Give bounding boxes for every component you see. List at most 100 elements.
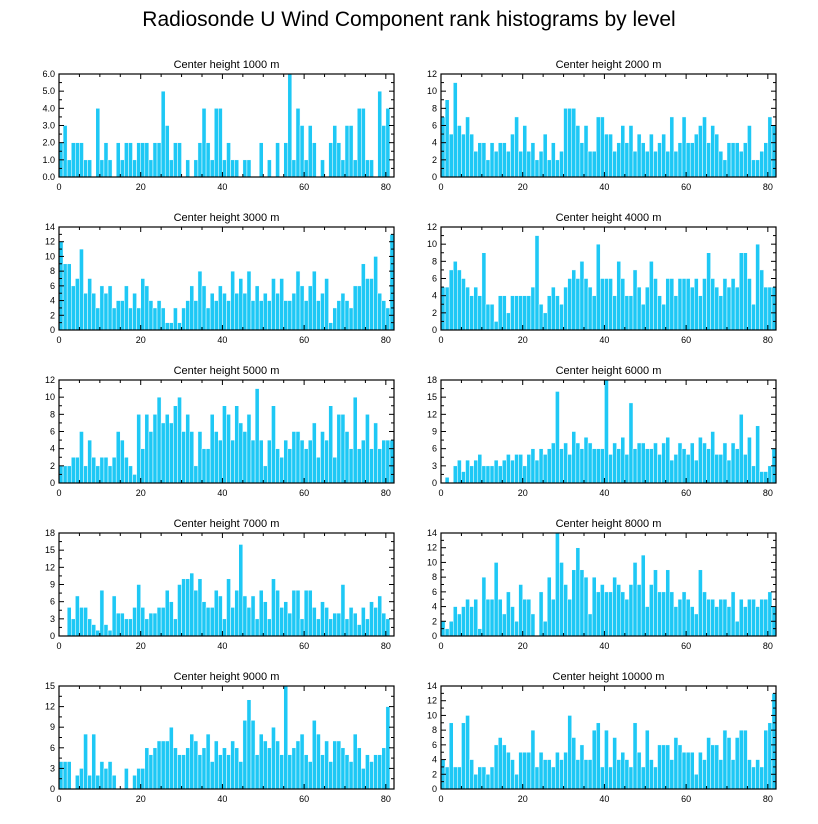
bar (481, 142, 487, 178)
bar (295, 270, 301, 331)
y-tick-label: 4 (50, 296, 55, 306)
bar (669, 591, 675, 637)
bar (689, 606, 695, 637)
bar (632, 151, 638, 178)
bar (453, 261, 458, 331)
bar (583, 436, 589, 484)
x-tick-label: 0 (438, 488, 443, 498)
bar (722, 598, 728, 637)
bar (291, 589, 297, 637)
bar (99, 285, 105, 331)
x-tick-label: 40 (217, 794, 227, 804)
bar (620, 591, 626, 637)
bar (698, 436, 703, 484)
bar (279, 278, 284, 331)
bar (169, 159, 174, 178)
bar (665, 569, 671, 637)
bar (164, 589, 170, 637)
bar (115, 142, 121, 178)
histogram-panel-3: Center height 3000 m 0 20 40 60 80 0 2 4 6 8 10 12 14 (45, 212, 395, 345)
bar (714, 133, 720, 178)
bar (653, 442, 658, 484)
bar (538, 151, 544, 178)
bar (258, 589, 264, 637)
bar (718, 151, 724, 178)
bar (144, 618, 150, 637)
bar (185, 747, 190, 790)
bar (189, 431, 195, 484)
y-tick-label: 0.0 (42, 172, 55, 182)
bar (685, 454, 691, 484)
bar (604, 591, 609, 637)
bar (546, 159, 552, 178)
panel-title: Center height 4000 m (556, 212, 662, 224)
bar (287, 73, 293, 178)
bar (352, 396, 358, 484)
bar (595, 243, 601, 331)
panel-title: Center height 6000 m (556, 365, 662, 377)
bar (66, 465, 72, 484)
bar (377, 292, 382, 331)
bar (373, 607, 378, 637)
bar (559, 151, 564, 178)
y-tick-label: 15 (45, 545, 55, 555)
bar (444, 766, 450, 790)
bar (600, 584, 605, 637)
bar (489, 465, 495, 484)
y-tick-label: 18 (427, 375, 437, 385)
bar (698, 751, 703, 790)
histogram-panel-10: Center height 10000 m 0 20 40 60 80 0 2 4 6 8 10 12 1… (427, 671, 777, 804)
bar (710, 598, 715, 637)
bar (551, 442, 556, 484)
bar (489, 304, 495, 331)
bar (620, 125, 626, 178)
bar (140, 607, 146, 637)
bar (661, 304, 666, 331)
bar (148, 431, 154, 484)
bar (128, 142, 133, 178)
bar (328, 142, 333, 178)
bar (726, 737, 732, 790)
y-tick-label: 9 (432, 427, 437, 437)
bar (771, 286, 777, 331)
bar (465, 116, 470, 178)
bar (385, 439, 391, 484)
bar (485, 159, 491, 178)
bar (181, 754, 186, 790)
bar (514, 621, 519, 637)
y-tick-label: 0 (432, 478, 437, 488)
bar (751, 766, 756, 790)
bar (677, 442, 683, 484)
bar (706, 448, 711, 484)
bar (197, 578, 203, 637)
bar (457, 766, 462, 790)
x-tick-label: 40 (217, 488, 227, 498)
bar (587, 613, 593, 637)
bar (514, 295, 519, 331)
bar (673, 606, 679, 637)
y-tick-label: 12 (45, 702, 55, 712)
bar (608, 278, 613, 331)
bar (75, 278, 80, 331)
bar (316, 300, 321, 331)
bar (320, 754, 325, 790)
bar (62, 465, 68, 484)
bar (381, 125, 387, 178)
bar (698, 569, 703, 637)
bar (201, 285, 207, 331)
bar (542, 759, 548, 790)
bar (747, 436, 752, 484)
bar (160, 607, 166, 637)
bar (307, 761, 313, 790)
bar (702, 759, 707, 790)
bar (767, 722, 773, 790)
bar (156, 740, 162, 790)
bar (551, 766, 556, 790)
y-tick-label: 6 (50, 281, 55, 291)
bar (657, 142, 662, 178)
bar (649, 448, 654, 484)
bar (369, 278, 374, 331)
bar (755, 159, 760, 178)
panel-title: Center height 9000 m (174, 671, 280, 683)
bar (320, 431, 325, 484)
